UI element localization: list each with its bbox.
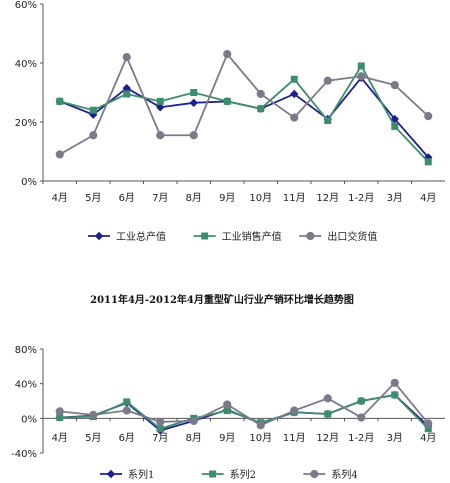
x-tick-label: 1-2月	[348, 432, 374, 444]
data-point	[323, 394, 332, 403]
series-line-3	[59, 52, 429, 156]
data-point	[156, 97, 164, 105]
data-point	[424, 158, 432, 166]
x-tick-label: 10月	[249, 432, 272, 444]
y-tick-label: 20%	[15, 118, 37, 129]
x-tick-label: 4月	[420, 192, 436, 204]
legend-entry: 出口交货值	[327, 230, 377, 243]
data-point	[323, 76, 332, 85]
chart-2: 80% 40% 0% -40% 4月 5月 6月 7月 8月 9月 10月 11月 12月 1-2月 3月 4…	[11, 345, 445, 481]
data-point	[89, 410, 98, 419]
data-point	[89, 131, 98, 140]
data-point	[122, 406, 131, 415]
data-point	[190, 89, 198, 96]
data-point	[189, 98, 198, 108]
data-point	[55, 407, 64, 416]
data-point	[357, 413, 366, 422]
series-line-2	[59, 393, 429, 430]
legend-entry: 系列2	[230, 468, 256, 481]
x-tick-label: 5月	[85, 192, 101, 204]
data-point	[324, 117, 332, 125]
x-tick-label: 6月	[119, 432, 135, 444]
data-point	[290, 75, 298, 83]
y-tick-label: 80%	[15, 345, 37, 356]
x-tick-label: 3月	[387, 192, 403, 204]
data-point	[123, 90, 131, 98]
y-tick-label: -40%	[11, 449, 37, 460]
legend-swatch-marker	[94, 231, 104, 241]
x-tick-label: 9月	[219, 192, 235, 204]
data-point	[290, 89, 299, 99]
data-point	[123, 398, 131, 406]
legend-swatch-marker	[209, 470, 217, 478]
data-point	[290, 406, 299, 415]
chart-1: 60% 40% 20% 0% 4月 5月 6月 7月 8月 9月 10月 11月 12月 1-2月 3月 4月…	[15, 0, 445, 243]
legend-entry: 工业销售产值	[222, 230, 282, 243]
data-point	[223, 50, 232, 59]
data-point	[156, 103, 165, 112]
data-point	[324, 410, 332, 418]
data-point	[424, 419, 433, 428]
y-tick-label: 0%	[21, 177, 37, 188]
data-point	[223, 97, 231, 105]
data-point	[189, 416, 198, 426]
x-tick-label: 11月	[283, 192, 306, 204]
legend-entry: 系列4	[331, 468, 357, 481]
data-point	[391, 122, 399, 130]
data-point	[56, 97, 64, 105]
y-tick-label: 60%	[15, 0, 37, 11]
data-point	[357, 72, 366, 81]
legend-entry: 工业总产值	[116, 230, 166, 243]
y-tick-label: 40%	[15, 380, 37, 391]
data-point	[391, 391, 399, 399]
legend-entry: 系列1	[128, 468, 154, 481]
legend-swatch-marker	[306, 231, 315, 241]
data-point	[156, 417, 165, 426]
data-point	[223, 400, 232, 409]
x-tick-label: 4月	[52, 432, 68, 444]
x-tick-label: 12月	[316, 432, 339, 444]
data-point	[424, 112, 433, 121]
series-line-2	[59, 64, 429, 163]
x-tick-label: 10月	[249, 192, 272, 204]
data-point	[257, 105, 265, 113]
x-tick-label: 9月	[219, 432, 235, 444]
data-point	[256, 89, 265, 99]
data-point	[357, 62, 365, 70]
data-point	[189, 131, 198, 140]
data-point	[89, 106, 97, 114]
data-point	[290, 113, 299, 122]
y-tick-label: 0%	[21, 414, 37, 425]
x-tick-label: 11月	[283, 432, 306, 444]
data-point	[390, 378, 399, 387]
x-tick-label: 7月	[152, 192, 168, 204]
x-tick-label: 12月	[316, 192, 339, 204]
data-point	[156, 131, 165, 140]
legend-swatch-marker	[201, 232, 209, 240]
chart-2-title: 2011年4月-2012年4月重型矿山行业产销环比增长趋势图	[90, 293, 354, 306]
x-tick-label: 4月	[420, 432, 436, 444]
x-tick-label: 3月	[387, 432, 403, 444]
x-tick-label: 7月	[152, 432, 168, 444]
x-tick-label: 4月	[52, 192, 68, 204]
data-point	[390, 114, 399, 124]
data-point	[55, 150, 64, 159]
data-point	[390, 81, 399, 90]
x-tick-label: 5月	[85, 432, 101, 444]
data-point	[256, 421, 265, 430]
data-point	[156, 425, 164, 433]
x-tick-label: 6月	[119, 192, 135, 204]
x-tick-label: 8月	[186, 192, 202, 204]
series-line-3	[59, 381, 429, 427]
data-point	[122, 53, 131, 62]
legend-swatch-marker	[106, 469, 116, 479]
data-point	[357, 397, 365, 405]
x-tick-label: 1-2月	[348, 192, 374, 204]
x-tick-label: 8月	[186, 432, 202, 444]
series-line-1	[59, 76, 429, 158]
y-tick-label: 40%	[15, 59, 37, 70]
legend-swatch-marker	[310, 469, 319, 479]
